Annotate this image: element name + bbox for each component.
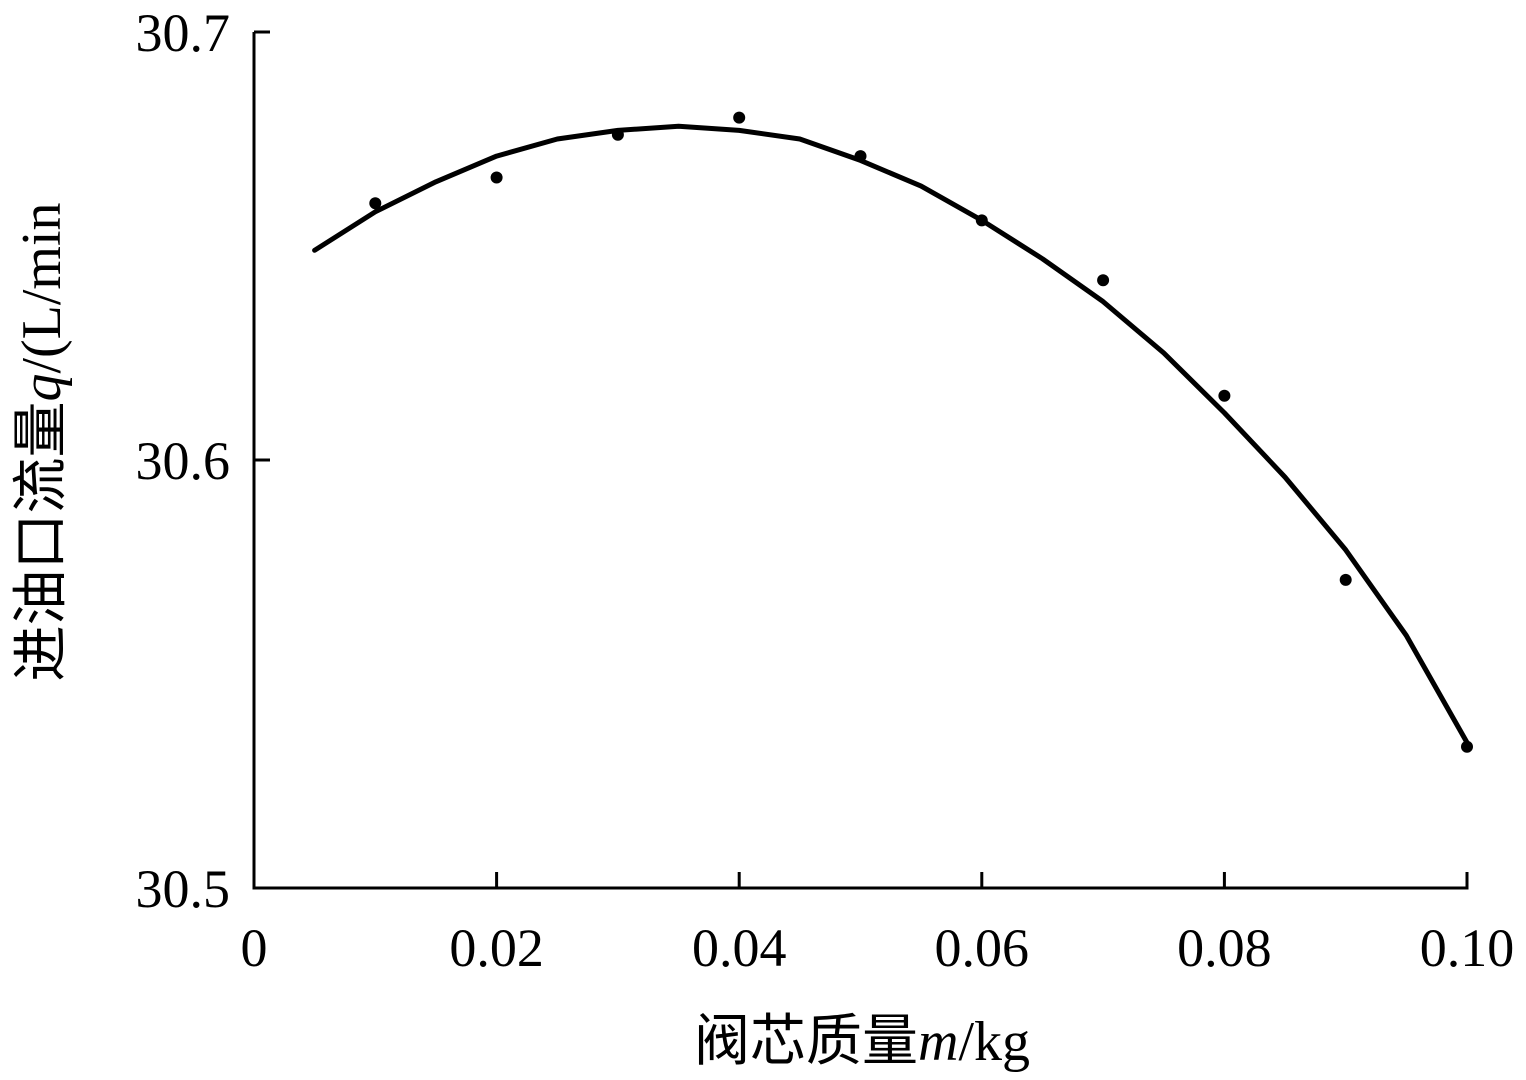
x-axis-title-prefix: 阀芯质量: [694, 1011, 918, 1073]
x-tick-label: 0.02: [449, 918, 544, 978]
data-point: [1461, 740, 1473, 753]
data-point: [611, 128, 624, 141]
data-point: [1339, 573, 1352, 586]
data-point: [733, 111, 746, 124]
y-tick-label: 30.6: [136, 431, 231, 491]
plot-area: [312, 111, 1473, 753]
fitted-curve-line: [312, 123, 1470, 745]
data-point: [369, 197, 382, 210]
data-point: [490, 171, 503, 184]
y-tick-label: 30.5: [136, 859, 231, 919]
data-point: [1097, 274, 1110, 287]
data-point: [975, 214, 988, 227]
y-axis-title: 进油口流量q/(L/min: [11, 202, 73, 681]
x-tick-label: 0.06: [935, 918, 1030, 978]
x-axis-title: 阀芯质量m/kg: [694, 1011, 1030, 1073]
y-tick-label: 30.7: [136, 3, 231, 63]
x-tick-label: 0.04: [692, 918, 787, 978]
data-point: [1218, 389, 1231, 402]
x-axis-title-variable: m: [918, 1011, 958, 1073]
y-axis-title-variable: q: [11, 374, 73, 402]
data-point: [854, 150, 867, 163]
y-axis-title-prefix: 进油口流量: [11, 402, 73, 682]
x-tick-label: 0.10: [1420, 918, 1515, 978]
y-axis-title-unit: /(L/min: [11, 202, 73, 373]
y-axis-ticks: 30.5 30.6 30.7: [136, 3, 270, 919]
x-axis-ticks: 0 0.02 0.04 0.06 0.08 0.10: [241, 872, 1515, 978]
x-axis-title-unit: /kg: [958, 1011, 1030, 1073]
x-tick-label: 0.08: [1177, 918, 1272, 978]
x-tick-label: 0: [241, 918, 268, 978]
